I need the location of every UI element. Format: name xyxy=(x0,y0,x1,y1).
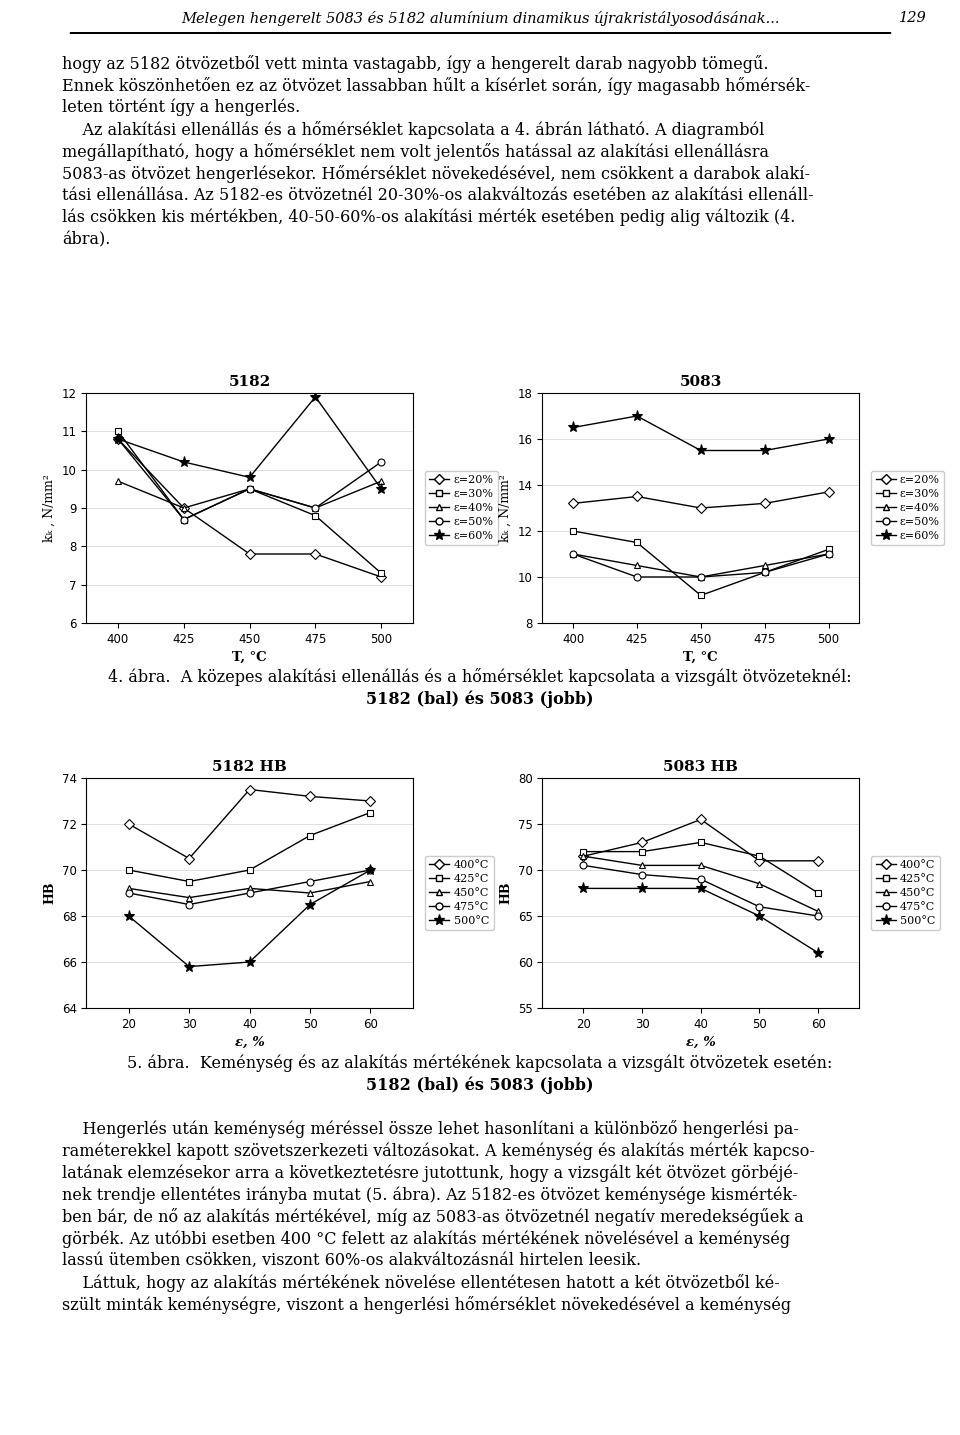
Y-axis label: HB: HB xyxy=(43,881,56,904)
Text: lassú ütemben csökken, viszont 60%-os alakváltozásnál hirtelen leesik.: lassú ütemben csökken, viszont 60%-os al… xyxy=(62,1251,641,1269)
Text: tási ellenállása. Az 5182-es ötvözetnél 20-30%-os alakváltozás esetében az alakí: tási ellenállása. Az 5182-es ötvözetnél … xyxy=(62,187,814,204)
Y-axis label: kₖ , N/mm²: kₖ , N/mm² xyxy=(499,474,512,542)
Text: 5182 (bal) és 5083 (jobb): 5182 (bal) és 5083 (jobb) xyxy=(367,1078,593,1095)
Text: 129: 129 xyxy=(899,11,926,24)
Legend: ε=20%, ε=30%, ε=40%, ε=50%, ε=60%: ε=20%, ε=30%, ε=40%, ε=50%, ε=60% xyxy=(425,471,498,545)
Text: lás csökken kis mértékben, 40-50-60%-os alakítási mérték esetében pedig alig vál: lás csökken kis mértékben, 40-50-60%-os … xyxy=(62,210,796,227)
Text: 5083-as ötvözet hengerlésekor. Hőmérséklet növekedésével, nem csökkent a darabok: 5083-as ötvözet hengerlésekor. Hőmérsékl… xyxy=(62,165,810,184)
Text: ben bár, de nő az alakítás mértékével, míg az 5083-as ötvözetnél negatív meredek: ben bár, de nő az alakítás mértékével, m… xyxy=(62,1208,804,1225)
Text: megállapítható, hogy a hőmérséklet nem volt jelentős hatással az alakítási ellen: megállapítható, hogy a hőmérséklet nem v… xyxy=(62,144,769,161)
Title: 5182 HB: 5182 HB xyxy=(212,761,287,773)
Legend: ε=20%, ε=30%, ε=40%, ε=50%, ε=60%: ε=20%, ε=30%, ε=40%, ε=50%, ε=60% xyxy=(871,471,945,545)
Text: nek trendje ellentétes irányba mutat (5. ábra). Az 5182-es ötvözet keménysége ki: nek trendje ellentétes irányba mutat (5.… xyxy=(62,1185,798,1204)
X-axis label: ε, %: ε, % xyxy=(685,1036,716,1049)
Text: raméterekkel kapott szövetszerkezeti változásokat. A keménység és alakítás mérté: raméterekkel kapott szövetszerkezeti vál… xyxy=(62,1142,815,1159)
Text: szült minták keménységre, viszont a hengerlési hőmérséklet növekedésével a kemén: szült minták keménységre, viszont a heng… xyxy=(62,1296,792,1314)
Text: Az alakítási ellenállás és a hőmérséklet kapcsolata a 4. ábrán látható. A diagra: Az alakítási ellenállás és a hőmérséklet… xyxy=(62,121,765,139)
Text: görbék. Az utóbbi esetben 400 °C felett az alakítás mértékének növelésével a kem: görbék. Az utóbbi esetben 400 °C felett … xyxy=(62,1230,790,1247)
Text: 5182 (bal) és 5083 (jobb): 5182 (bal) és 5083 (jobb) xyxy=(367,690,593,707)
Title: 5182: 5182 xyxy=(228,375,271,389)
Legend: 400°C, 425°C, 450°C, 475°C, 500°C: 400°C, 425°C, 450°C, 475°C, 500°C xyxy=(871,855,940,930)
Text: leten történt így a hengerlés.: leten történt így a hengerlés. xyxy=(62,99,300,116)
X-axis label: ε, %: ε, % xyxy=(234,1036,265,1049)
Y-axis label: kₖ , N/mm²: kₖ , N/mm² xyxy=(43,474,56,542)
Text: 5. ábra.  Keménység és az alakítás mértékének kapcsolata a vizsgált ötvözetek es: 5. ábra. Keménység és az alakítás mérték… xyxy=(128,1055,832,1072)
X-axis label: T, °C: T, °C xyxy=(684,651,718,664)
Text: 4. ábra.  A közepes alakítási ellenállás és a hőmérséklet kapcsolata a vizsgált : 4. ábra. A közepes alakítási ellenállás … xyxy=(108,669,852,686)
X-axis label: T, °C: T, °C xyxy=(232,651,267,664)
Text: hogy az 5182 ötvözetből vett minta vastagabb, így a hengerelt darab nagyobb töme: hogy az 5182 ötvözetből vett minta vasta… xyxy=(62,55,769,73)
Text: ábra).: ábra). xyxy=(62,231,110,248)
Legend: 400°C, 425°C, 450°C, 475°C, 500°C: 400°C, 425°C, 450°C, 475°C, 500°C xyxy=(425,855,493,930)
Title: 5083 HB: 5083 HB xyxy=(663,761,738,773)
Text: Melegen hengerelt 5083 és 5182 alumínium dinamikus újrakristályosodásának...: Melegen hengerelt 5083 és 5182 alumínium… xyxy=(180,10,780,26)
Y-axis label: HB: HB xyxy=(499,881,513,904)
Title: 5083: 5083 xyxy=(680,375,722,389)
Text: Ennek köszönhetően ez az ötvözet lassabban hűlt a kísérlet során, így magasabb h: Ennek köszönhetően ez az ötvözet lassabb… xyxy=(62,77,811,95)
Text: Láttuk, hogy az alakítás mértékének növelése ellentétesen hatott a két ötvözetbő: Láttuk, hogy az alakítás mértékének növe… xyxy=(62,1274,780,1292)
Text: Hengerlés után keménység méréssel össze lehet hasonlítani a különböző hengerlési: Hengerlés után keménység méréssel össze … xyxy=(62,1119,800,1138)
Text: latának elemzésekor arra a következtetésre jutottunk, hogy a vizsgált két ötvöze: latának elemzésekor arra a következtetés… xyxy=(62,1164,799,1181)
